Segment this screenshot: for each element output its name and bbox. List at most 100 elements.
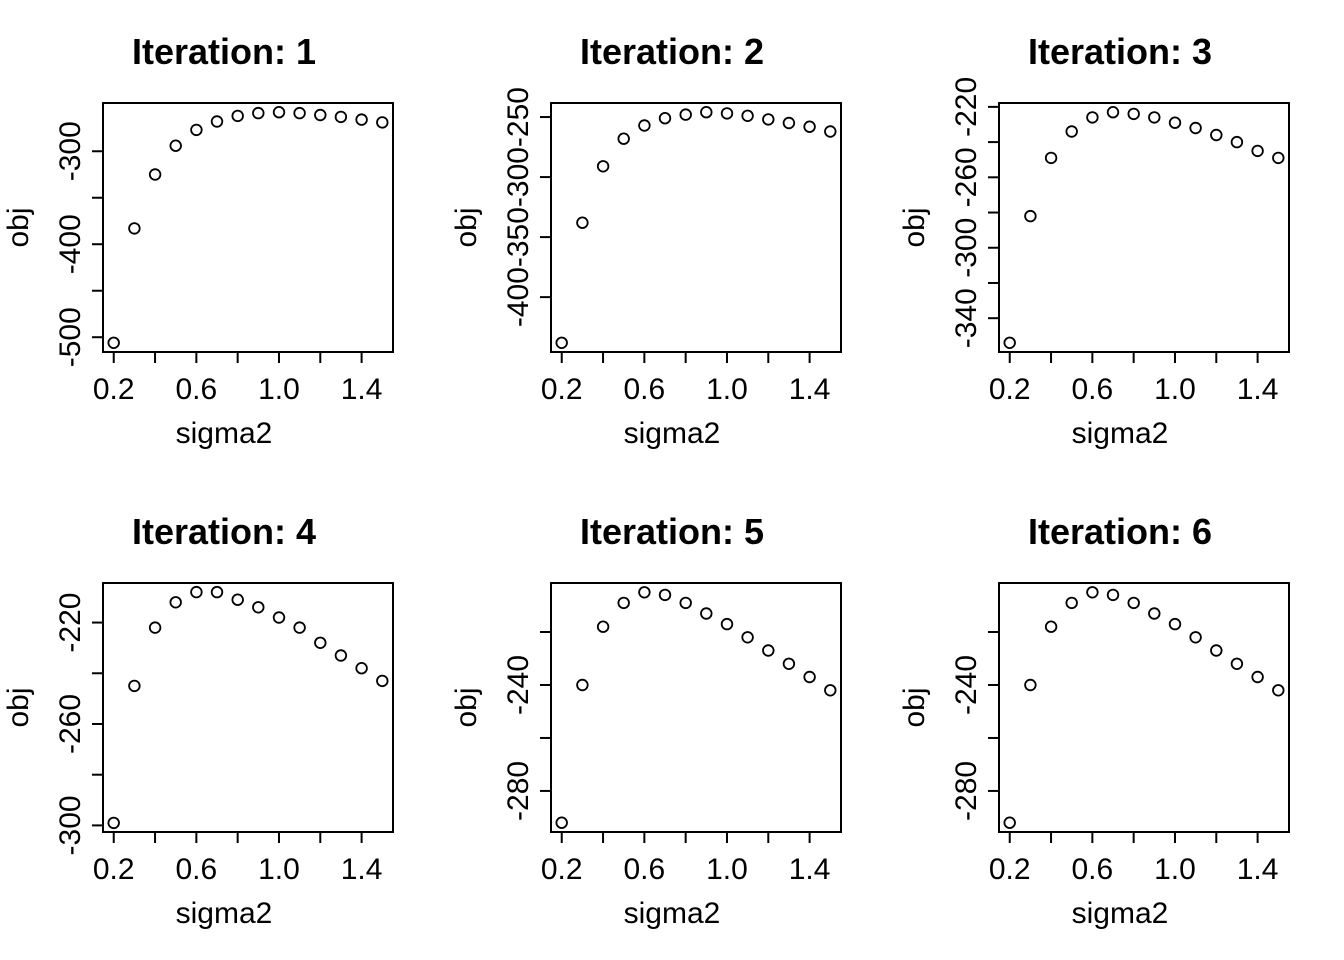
data-point: [314, 636, 327, 650]
scatter-plot: Iteration: 2 0.2 0.6 1.0 1.4 -400-350-300-250…: [450, 31, 842, 450]
data-point: [658, 588, 672, 602]
subplot-iteration-3: Iteration: 3 0.2 0.6 1.0 1.4 -340 -300 -260 -220…: [896, 0, 1344, 480]
data-point: [720, 107, 734, 120]
scatter-plot: Iteration: 3 0.2 0.6 1.0 1.4 -340 -300 -260 -220…: [898, 31, 1290, 450]
x-tick-label: 1.0: [706, 853, 748, 886]
x-tick-label: 1.0: [706, 373, 748, 406]
data-point: [617, 132, 630, 145]
data-point: [272, 611, 286, 624]
data-point: [596, 160, 610, 173]
data-point: [190, 585, 203, 599]
x-tick-label: 1.0: [1154, 373, 1196, 406]
data-point: [1230, 135, 1244, 149]
data-point: [1086, 586, 1099, 599]
plot-frame: [998, 102, 1290, 353]
x-tick-label: 1.0: [258, 853, 300, 886]
data-point: [1003, 816, 1016, 829]
y-tick-label: -300: [54, 121, 87, 181]
data-point: [1210, 128, 1223, 142]
data-point: [1251, 670, 1264, 684]
y-tick-label: -300: [54, 795, 87, 855]
data-point: [638, 119, 651, 132]
y-tick-label: -400: [502, 267, 535, 327]
data-point: [334, 649, 348, 662]
y-tick-label: -220: [54, 593, 87, 653]
scatter-plot: Iteration: 5 0.2 0.6 1.0 1.4 -280 -240 sigma2 ob…: [450, 511, 842, 930]
y-axis-label: obj: [450, 207, 483, 247]
x-tick-label: 1.4: [789, 853, 831, 886]
data-point: [782, 657, 796, 671]
data-point: [1168, 116, 1182, 129]
data-point: [782, 116, 796, 130]
data-point: [355, 113, 368, 126]
data-point: [1086, 111, 1099, 124]
data-point: [1251, 144, 1264, 158]
data-point: [210, 585, 224, 599]
scatter-plot: Iteration: 4 0.2 0.6 1.0 1.4 -300 -260 -220 sigm…: [2, 511, 394, 930]
x-tick-label: 0.2: [93, 853, 135, 886]
x-tick-label: 0.6: [624, 853, 666, 886]
data-point: [210, 115, 224, 128]
data-point: [252, 601, 265, 614]
plot-title: Iteration: 4: [132, 511, 316, 552]
data-point: [576, 678, 589, 692]
data-point: [1106, 588, 1120, 602]
plot-title: Iteration: 1: [132, 31, 316, 72]
data-point: [376, 116, 389, 129]
data-point: [700, 607, 713, 620]
data-point: [658, 111, 672, 125]
data-point: [169, 596, 182, 609]
x-axis-label: sigma2: [176, 897, 273, 930]
plot-title: Iteration: 2: [580, 31, 764, 72]
data-point: [293, 106, 306, 120]
y-tick-label: -350: [502, 207, 535, 267]
data-point: [824, 125, 837, 138]
subplot-iteration-4: Iteration: 4 0.2 0.6 1.0 1.4 -300 -260 -220 sigm…: [0, 480, 448, 960]
data-point: [128, 222, 141, 235]
plot-title: Iteration: 5: [580, 511, 764, 552]
x-tick-label: 0.2: [541, 853, 583, 886]
data-point: [1272, 684, 1285, 697]
x-axis-label: sigma2: [1072, 417, 1169, 450]
data-point: [638, 586, 651, 599]
data-point: [1168, 617, 1182, 631]
x-tick-label: 0.6: [1072, 373, 1114, 406]
x-axis-label: sigma2: [176, 417, 273, 450]
data-point: [190, 123, 203, 137]
data-point: [679, 108, 692, 121]
x-tick-label: 0.2: [989, 853, 1031, 886]
data-point: [741, 109, 754, 123]
data-point: [803, 670, 816, 684]
plot-frame: [550, 102, 842, 353]
data-point: [231, 593, 244, 606]
data-point: [803, 120, 816, 133]
data-point: [128, 679, 141, 693]
data-point: [148, 168, 162, 181]
x-tick-label: 1.4: [1237, 853, 1279, 886]
x-tick-label: 1.4: [1237, 373, 1279, 406]
y-tick-label: -220: [950, 77, 983, 137]
data-point: [700, 105, 713, 119]
data-point: [1189, 121, 1202, 135]
x-tick-label: 0.2: [541, 373, 583, 406]
x-tick-label: 0.6: [176, 853, 218, 886]
data-point: [762, 113, 775, 126]
data-point: [1065, 596, 1078, 610]
data-point: [334, 110, 348, 124]
scatter-plot: Iteration: 1 0.2 0.6 1.0 1.4 -500 -400 -300 sigm…: [2, 31, 394, 450]
data-point: [252, 106, 265, 120]
data-point: [107, 336, 120, 350]
data-point: [314, 108, 327, 122]
data-point: [1127, 107, 1140, 121]
data-point: [1024, 209, 1037, 223]
data-point: [1210, 644, 1223, 657]
y-tick-label: -280: [502, 761, 535, 821]
y-tick-label: -240: [950, 655, 983, 715]
y-axis-label: obj: [898, 207, 931, 247]
data-point: [169, 139, 182, 152]
y-axis-label: obj: [2, 687, 35, 727]
y-tick-label: -500: [54, 307, 87, 367]
y-tick-label: -300: [950, 218, 983, 278]
x-tick-label: 1.4: [341, 373, 383, 406]
x-axis-label: sigma2: [624, 897, 721, 930]
